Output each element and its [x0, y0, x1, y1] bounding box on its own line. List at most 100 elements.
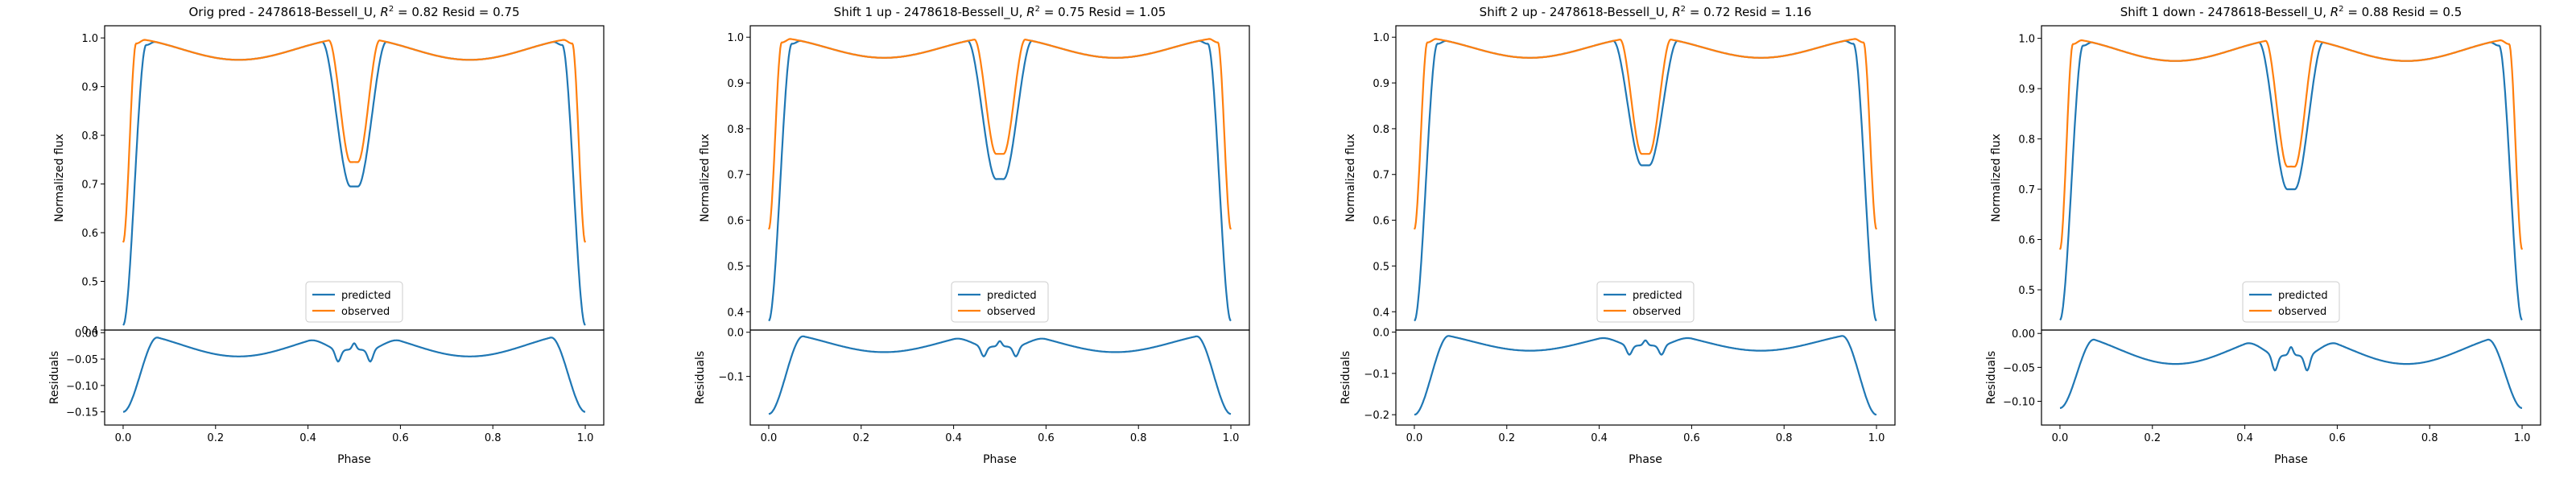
legend-observed-label: observed: [987, 306, 1035, 318]
title-r2-value: 0.72: [1703, 5, 1730, 19]
title-r2-value: 0.82: [411, 5, 438, 19]
bottom-y-tick-label: 0.00: [2012, 328, 2035, 341]
chart-title: Shift 2 up - 2478618-Bessell_U, R2 = 0.7…: [1480, 5, 1812, 20]
top-y-tick-label: 0.8: [81, 130, 98, 142]
bottom-y-axis-label: Residuals: [48, 351, 61, 404]
title-r2-exponent: 2: [389, 5, 394, 14]
x-tick-label: 0.4: [1591, 432, 1608, 444]
title-r2-equals: =: [2344, 5, 2362, 19]
observed-line: [2058, 39, 2524, 250]
bottom-axes-frame: [749, 329, 1250, 426]
legend-predicted-label: predicted: [341, 290, 391, 302]
subplot-2: Shift 1 up - 2478618-Bessell_U, R2 = 0.7…: [694, 5, 1250, 466]
x-tick-label: 0.8: [1130, 432, 1147, 444]
title-r2-exponent: 2: [1035, 5, 1040, 14]
top-y-tick-label: 0.9: [81, 82, 98, 94]
top-y-tick-label: 0.8: [727, 124, 744, 136]
predicted-line: [768, 39, 1232, 322]
x-axis-label: Phase: [337, 453, 371, 466]
observed-line: [1413, 38, 1878, 230]
x-tick-label: 0.8: [1776, 432, 1793, 444]
bottom-y-tick-label: −0.1: [1364, 369, 1389, 381]
chart-title: Shift 1 down - 2478618-Bessell_U, R2 = 0…: [2120, 5, 2462, 20]
residual-line: [768, 335, 1232, 415]
bottom-y-axis-label: Residuals: [694, 351, 707, 404]
title-suffix: Resid = 1.05: [1085, 5, 1166, 19]
chart-title: Shift 1 up - 2478618-Bessell_U, R2 = 0.7…: [834, 5, 1166, 20]
top-y-tick-label: 0.9: [2018, 84, 2035, 96]
legend: predicted observed: [951, 281, 1049, 323]
x-tick-label: 1.0: [577, 432, 594, 444]
x-tick-label: 0.4: [945, 432, 962, 444]
title-suffix: Resid = 0.5: [2388, 5, 2462, 19]
observed-line: [767, 38, 1232, 230]
title-r2-value: 0.88: [2362, 5, 2388, 19]
bottom-y-tick-label: 0.0: [1373, 328, 1389, 340]
bottom-y-tick-label: −0.1: [718, 372, 744, 384]
title-prefix: Shift 2 up - 2478618-Bessell_U,: [1480, 5, 1673, 20]
bottom-y-tick-label: −0.2: [1364, 410, 1389, 422]
top-y-tick-label: 0.7: [727, 170, 744, 182]
x-tick-label: 0.6: [2329, 432, 2346, 444]
legend-observed-label: observed: [341, 306, 390, 318]
top-y-tick-label: 1.0: [727, 32, 744, 44]
title-prefix: Orig pred - 2478618-Bessell_U,: [189, 5, 381, 20]
title-suffix: Resid = 1.16: [1731, 5, 1812, 19]
top-y-axis-label: Normalized flux: [1344, 134, 1357, 222]
top-y-tick-label: 0.5: [1373, 261, 1389, 273]
x-tick-label: 0.6: [1683, 432, 1700, 444]
top-y-axis-label: Normalized flux: [1990, 134, 2003, 222]
legend-box: [1596, 281, 1695, 323]
title-r2-symbol: R: [380, 5, 388, 19]
top-y-tick-label: 0.4: [727, 307, 744, 319]
title-r2-exponent: 2: [2339, 5, 2343, 14]
title-r2-exponent: 2: [1681, 5, 1686, 14]
subplot-3: Shift 2 up - 2478618-Bessell_U, R2 = 0.7…: [1340, 5, 1896, 466]
top-y-tick-label: 0.6: [2018, 235, 2035, 247]
title-suffix: Resid = 0.75: [439, 5, 520, 19]
predicted-line: [1414, 39, 1877, 322]
top-y-tick-label: 0.6: [81, 228, 98, 240]
title-prefix: Shift 1 down - 2478618-Bessell_U,: [2120, 5, 2330, 20]
bottom-axes-frame: [104, 329, 605, 426]
title-r2-equals: =: [1686, 5, 1703, 19]
x-tick-label: 0.2: [207, 432, 224, 444]
x-tick-label: 0.0: [2052, 432, 2069, 444]
top-y-tick-label: 0.7: [81, 180, 98, 192]
bottom-y-tick-label: −0.15: [66, 407, 98, 419]
legend-observed-label: observed: [1633, 306, 1681, 318]
x-tick-label: 0.0: [115, 432, 132, 444]
bottom-y-tick-label: −0.05: [2003, 362, 2035, 374]
x-tick-label: 0.2: [1498, 432, 1515, 444]
top-y-tick-label: 0.6: [727, 216, 744, 228]
legend: predicted observed: [1596, 281, 1695, 323]
x-tick-label: 1.0: [2514, 432, 2531, 444]
legend-box: [951, 281, 1049, 323]
bottom-y-tick-label: −0.10: [66, 381, 98, 393]
residual-line: [1414, 335, 1877, 416]
top-y-tick-label: 0.5: [81, 277, 98, 289]
top-y-axis-label: Normalized flux: [53, 134, 66, 222]
title-r2-value: 0.75: [1058, 5, 1084, 19]
bottom-y-tick-label: 0.0: [727, 328, 744, 340]
top-y-tick-label: 0.8: [1373, 124, 1389, 136]
x-tick-label: 0.0: [1406, 432, 1423, 444]
top-y-tick-label: 0.9: [1373, 78, 1389, 90]
bottom-y-tick-label: −0.10: [2003, 397, 2035, 409]
x-tick-label: 0.6: [392, 432, 409, 444]
x-tick-label: 1.0: [1223, 432, 1240, 444]
subplot-1: Orig pred - 2478618-Bessell_U, R2 = 0.82…: [48, 5, 605, 466]
top-y-tick-label: 0.7: [1373, 170, 1389, 182]
top-y-tick-label: 1.0: [81, 33, 98, 45]
top-y-tick-label: 1.0: [2018, 34, 2035, 46]
x-tick-label: 0.2: [2144, 432, 2161, 444]
bottom-axes-frame: [2041, 329, 2541, 426]
title-r2-symbol: R: [2330, 5, 2339, 19]
predicted-line: [2059, 41, 2523, 321]
bottom-y-tick-label: −0.05: [66, 354, 98, 366]
top-y-tick-label: 1.0: [1373, 32, 1389, 44]
top-y-tick-label: 0.8: [2018, 134, 2035, 147]
bottom-axes-frame: [1395, 329, 1896, 426]
x-tick-label: 1.0: [1868, 432, 1885, 444]
